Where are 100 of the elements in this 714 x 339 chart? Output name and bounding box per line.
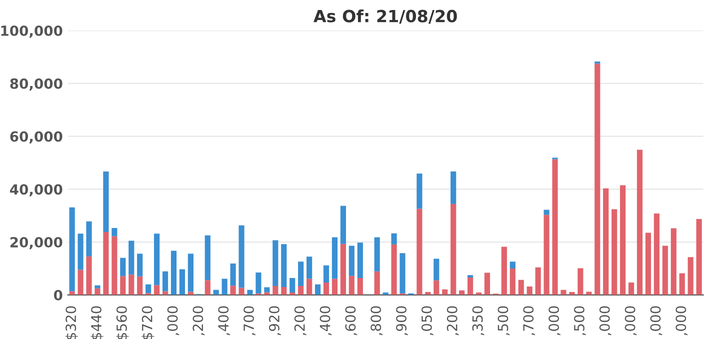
bar xyxy=(86,221,92,256)
bar xyxy=(128,240,134,275)
bar xyxy=(594,64,600,295)
bar xyxy=(204,280,210,295)
bar xyxy=(230,263,236,286)
bar xyxy=(154,285,160,295)
x-tick-label: ,900 xyxy=(396,306,408,336)
bar xyxy=(578,268,584,295)
bar xyxy=(112,228,118,236)
bar xyxy=(298,286,304,295)
bar xyxy=(146,284,152,294)
bar xyxy=(374,237,380,272)
x-tick-label: ,050 xyxy=(421,306,434,336)
bar xyxy=(620,185,626,295)
bar xyxy=(103,171,109,232)
x-tick-label: ,350 xyxy=(472,306,484,336)
bar xyxy=(603,188,609,295)
bar xyxy=(103,232,109,295)
bar xyxy=(526,286,532,295)
bar xyxy=(391,244,397,295)
bar xyxy=(510,262,516,268)
bar xyxy=(78,234,84,270)
bar xyxy=(306,256,312,279)
bar xyxy=(654,213,660,295)
bar xyxy=(332,237,338,279)
x-tick-label: ,600 xyxy=(345,306,358,336)
bar xyxy=(78,270,84,295)
bar xyxy=(162,291,168,295)
x-tick-label: ,700 xyxy=(244,306,256,336)
bar xyxy=(544,210,550,215)
bar xyxy=(94,288,100,295)
x-tick-label: ,000 xyxy=(650,306,662,336)
bar xyxy=(357,278,363,295)
bar xyxy=(69,207,75,292)
x-tick-label: ,500 xyxy=(498,306,510,336)
bar xyxy=(94,285,100,288)
bar xyxy=(272,286,278,295)
bar xyxy=(154,234,160,286)
bar xyxy=(264,287,270,292)
bar xyxy=(696,219,702,295)
bar xyxy=(679,273,685,295)
bar xyxy=(636,150,643,295)
bar xyxy=(306,278,312,295)
bar xyxy=(120,276,126,295)
bar xyxy=(501,246,507,295)
bar xyxy=(222,278,228,295)
bar xyxy=(323,282,330,295)
y-tick-label: 20,000 xyxy=(10,237,62,250)
bar xyxy=(569,292,575,295)
bar xyxy=(688,257,694,295)
bar xyxy=(374,271,380,295)
y-tick-label: 100,000 xyxy=(1,25,62,38)
bar xyxy=(323,265,330,282)
bar xyxy=(340,206,346,244)
x-tick-label: ,700 xyxy=(523,306,536,336)
bar xyxy=(416,174,422,209)
bar xyxy=(467,277,474,295)
x-tick-label: ,200 xyxy=(294,306,306,336)
bar xyxy=(170,250,177,295)
bar xyxy=(670,228,676,295)
bar xyxy=(544,214,550,295)
x-tick-label: ,000 xyxy=(167,306,180,336)
bar xyxy=(594,61,600,64)
bar xyxy=(247,290,253,295)
bar xyxy=(434,280,440,295)
bar xyxy=(450,171,456,204)
bar xyxy=(298,262,304,286)
bar xyxy=(162,271,168,292)
bar xyxy=(230,286,236,295)
y-tick-label: 80,000 xyxy=(10,78,62,91)
bar xyxy=(290,278,296,293)
bar xyxy=(518,280,524,295)
bar xyxy=(238,225,244,288)
bar xyxy=(560,290,566,295)
x-tick-label: ,000 xyxy=(599,306,612,336)
bar xyxy=(400,253,406,294)
x-tick-label: ,000 xyxy=(676,306,688,336)
bar xyxy=(179,269,186,295)
bar xyxy=(112,236,118,295)
bar xyxy=(340,244,346,295)
bar xyxy=(628,282,634,295)
x-tick-label: ,000 xyxy=(548,306,560,336)
bar xyxy=(332,278,338,295)
bar xyxy=(281,286,287,295)
bar xyxy=(238,288,244,295)
x-tick-label: ,500 xyxy=(574,306,586,336)
x-tick-label: ,800 xyxy=(370,306,383,336)
y-tick-label: 40,000 xyxy=(10,184,62,196)
x-tick-label: ,400 xyxy=(320,306,332,336)
bar xyxy=(662,246,668,295)
bar xyxy=(434,258,440,280)
bar xyxy=(645,232,652,295)
bar xyxy=(204,235,210,280)
bar xyxy=(484,272,490,295)
bar xyxy=(137,254,143,276)
bar xyxy=(535,267,541,295)
bar xyxy=(137,276,143,295)
bar xyxy=(348,246,354,276)
x-tick-label: ,400 xyxy=(218,306,230,336)
y-tick-label: 60,000 xyxy=(10,131,62,144)
